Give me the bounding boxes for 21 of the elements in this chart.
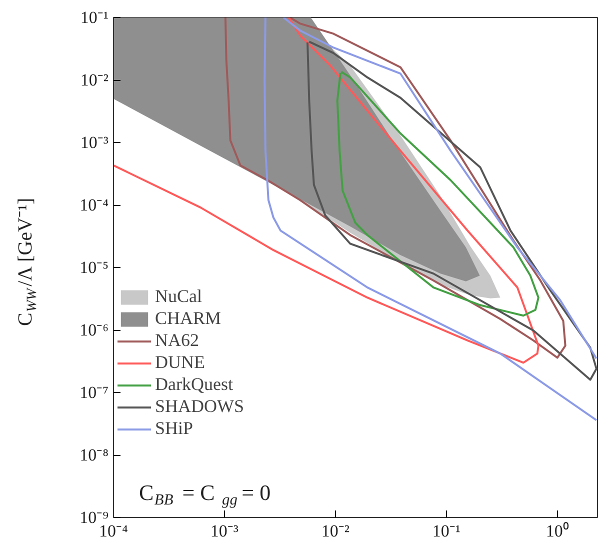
y-tick-label: 10⁻¹ bbox=[80, 8, 109, 27]
x-tick-label: 10⁻³ bbox=[210, 522, 239, 540]
y-tick-label: 10⁻⁶ bbox=[80, 320, 109, 340]
legend-label: SHiP bbox=[155, 418, 194, 439]
y-tick-label: 10⁻² bbox=[80, 70, 109, 90]
x-tick-label: 10⁻⁴ bbox=[99, 522, 128, 540]
x-tick-label: 10⁻¹ bbox=[432, 522, 460, 540]
legend-label: DarkQuest bbox=[155, 374, 233, 395]
x-tick-label: 10⁰ bbox=[546, 522, 569, 540]
y-tick-label: 10⁻⁷ bbox=[80, 383, 109, 402]
y-tick-label: 10⁻⁴ bbox=[80, 196, 109, 214]
legend-label: SHADOWS bbox=[155, 396, 244, 417]
legend-label: DUNE bbox=[155, 352, 205, 373]
y-tick-label: 10⁻⁸ bbox=[80, 446, 109, 464]
y-axis-title: CWW/Λ [GeV⁻¹] bbox=[14, 198, 40, 326]
y-tick-label: 10⁻⁵ bbox=[80, 258, 109, 277]
y-tick-label: 10⁻³ bbox=[80, 133, 109, 152]
x-tick-label: 10⁻² bbox=[321, 522, 350, 540]
legend-label: CHARM bbox=[155, 308, 222, 329]
legend-label: NA62 bbox=[155, 330, 199, 351]
legend-label: NuCal bbox=[155, 286, 202, 307]
